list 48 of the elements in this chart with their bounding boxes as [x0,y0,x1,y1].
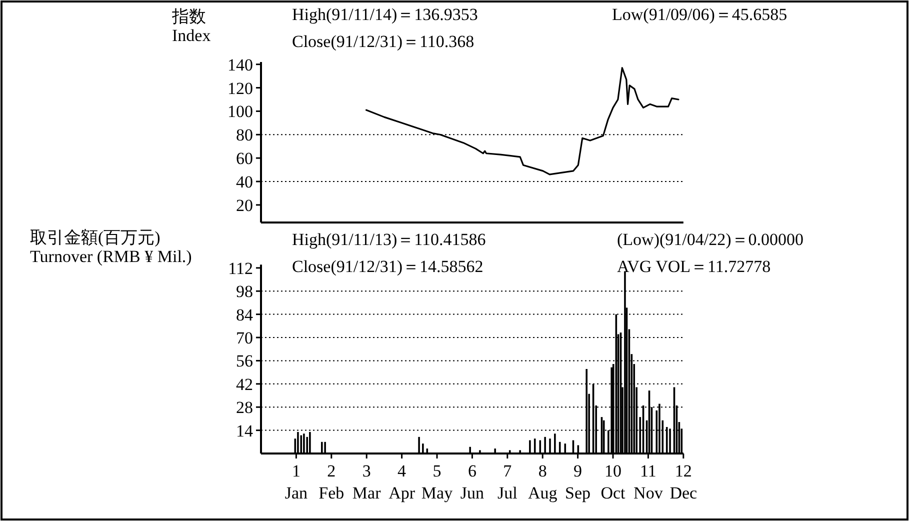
y-tick-label: 80 [236,126,253,145]
text: Aug [528,484,558,502]
x-tick-label: 3 [362,462,371,480]
y-tick-label: 28 [236,398,253,418]
text: Oct [600,484,626,502]
x-tick-label: 9 [574,462,582,480]
x-tick-label: 4 [398,462,407,480]
y-tick-label: 42 [236,374,253,394]
annotation: Close(91/12/31)＝14.58562 [292,257,484,276]
text: Jan [284,484,308,502]
y-tick-label: 56 [236,352,253,371]
x-tick-label: 7 [503,462,512,480]
x-tick-label: 6 [468,462,476,480]
text: Jul [497,484,518,502]
y-tick-label: 60 [236,149,253,168]
text: Close(91/12/31)＝110.368 [292,32,474,51]
text: Dec [670,484,698,502]
x-tick-label: 1 [292,462,300,480]
text: Nov [634,484,664,502]
text: Apr [388,484,416,502]
x-tick-label: 5 [432,462,442,480]
y-axis-title: 指数 Index [171,7,212,45]
text: Low(91/09/06)＝45.6585 [612,5,788,24]
x-tick-label: 10 [604,462,622,480]
text: (Low)(91/04/22)＝0.00000 [617,230,804,249]
y-tick-label: 98 [236,282,253,302]
x-tick-label: 2 [327,462,336,480]
text: Mar [352,484,382,502]
text: Jun [460,484,485,502]
y-tick-label: 100 [228,102,253,122]
y-axis-title: 取引金額(百万元) Turnover (RMB ¥ Mil.) [30,228,192,266]
text: High(91/11/13)＝110.41586 [292,230,486,249]
y-tick-label: 112 [228,258,253,278]
y-tick-label: 70 [236,328,253,348]
text: May [421,484,454,502]
y-tick-label: 84 [236,305,254,324]
x-tick-label: 12 [674,462,692,480]
text: High(91/11/14)＝136.9353 [292,5,478,24]
y-tick-label: 14 [236,421,254,440]
y-tick-label: 140 [228,55,253,74]
y-tick-label: 20 [236,196,253,215]
y-tick-label: 40 [236,172,253,192]
text: Sep [565,484,591,502]
x-tick-label: 11 [640,462,656,480]
y-tick-label: 120 [228,78,253,98]
x-tick-label: 8 [538,462,547,480]
annotation: AVG VOL＝11.72778 [617,257,771,276]
text: Feb [318,484,344,502]
